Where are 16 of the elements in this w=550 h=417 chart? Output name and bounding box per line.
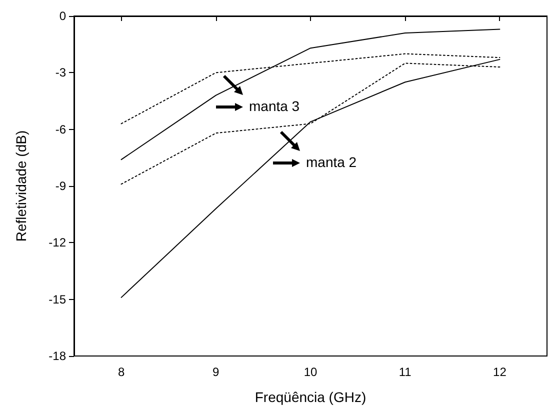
x-axis-title: Freqüência (GHz) xyxy=(254,389,366,405)
annotation: manta 2 xyxy=(306,154,357,170)
y-tick-label: -15 xyxy=(48,292,66,306)
y-axis-title: Refletividade (dB) xyxy=(13,130,29,242)
y-tick-label: -18 xyxy=(48,349,66,363)
x-tick-label: 10 xyxy=(304,365,318,379)
x-tick-label: 11 xyxy=(398,365,412,379)
y-tick-label: 0 xyxy=(59,9,66,23)
y-tick-label: -12 xyxy=(48,236,66,250)
y-tick-label: -9 xyxy=(55,179,66,193)
annotation: manta 3 xyxy=(249,98,300,114)
y-tick-label: -3 xyxy=(55,66,66,80)
x-tick-label: 9 xyxy=(212,365,220,379)
y-tick-label: -6 xyxy=(55,122,66,136)
x-tick-label: 12 xyxy=(493,365,507,379)
x-tick-label: 8 xyxy=(118,365,125,379)
